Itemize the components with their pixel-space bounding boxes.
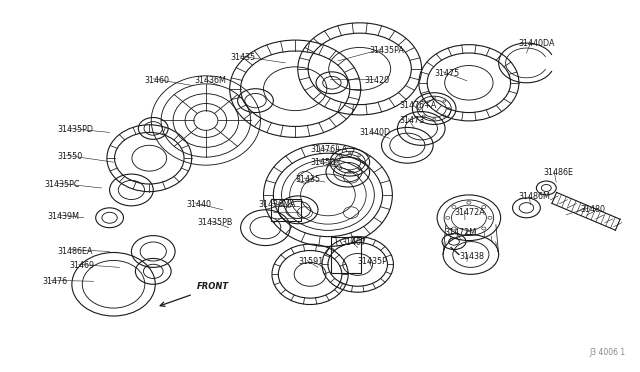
Text: 31486EA: 31486EA <box>57 247 92 256</box>
Text: 31480: 31480 <box>580 205 605 214</box>
Text: 31420: 31420 <box>365 76 390 85</box>
Text: 31435PC: 31435PC <box>44 180 79 189</box>
Text: 31476: 31476 <box>42 277 67 286</box>
Text: 31476+A: 31476+A <box>399 101 436 110</box>
Text: 31435PB: 31435PB <box>197 218 232 227</box>
Text: 31436M: 31436M <box>194 76 226 85</box>
Text: 31435PD: 31435PD <box>57 125 93 134</box>
Text: 31469: 31469 <box>70 262 95 270</box>
Text: 31440: 31440 <box>186 200 211 209</box>
Text: 31550: 31550 <box>57 152 82 161</box>
Text: 31438: 31438 <box>459 251 484 260</box>
Text: 31440D: 31440D <box>360 128 391 137</box>
Text: 31407: 31407 <box>342 238 367 247</box>
Text: 31486M: 31486M <box>518 192 550 201</box>
Text: 31439M: 31439M <box>47 212 79 221</box>
Text: 31440DA: 31440DA <box>518 39 555 48</box>
Text: 31473: 31473 <box>399 116 424 125</box>
Text: 31435: 31435 <box>295 175 320 184</box>
Text: 31472A: 31472A <box>454 208 484 217</box>
Text: 31460: 31460 <box>145 76 170 85</box>
Text: 31435: 31435 <box>230 53 256 62</box>
Text: FRONT: FRONT <box>197 282 229 291</box>
Text: 31486E: 31486E <box>543 168 573 177</box>
Text: 31436MA: 31436MA <box>259 200 296 209</box>
Text: 31475: 31475 <box>434 69 460 78</box>
Text: 31472M: 31472M <box>444 228 476 237</box>
Text: 31450: 31450 <box>310 158 335 167</box>
Text: 31435PA: 31435PA <box>370 46 404 55</box>
Text: 31591: 31591 <box>298 257 323 266</box>
Text: J3 4006 1: J3 4006 1 <box>589 348 626 357</box>
Text: 31435P: 31435P <box>358 257 388 266</box>
Text: 31476+A: 31476+A <box>310 145 348 154</box>
